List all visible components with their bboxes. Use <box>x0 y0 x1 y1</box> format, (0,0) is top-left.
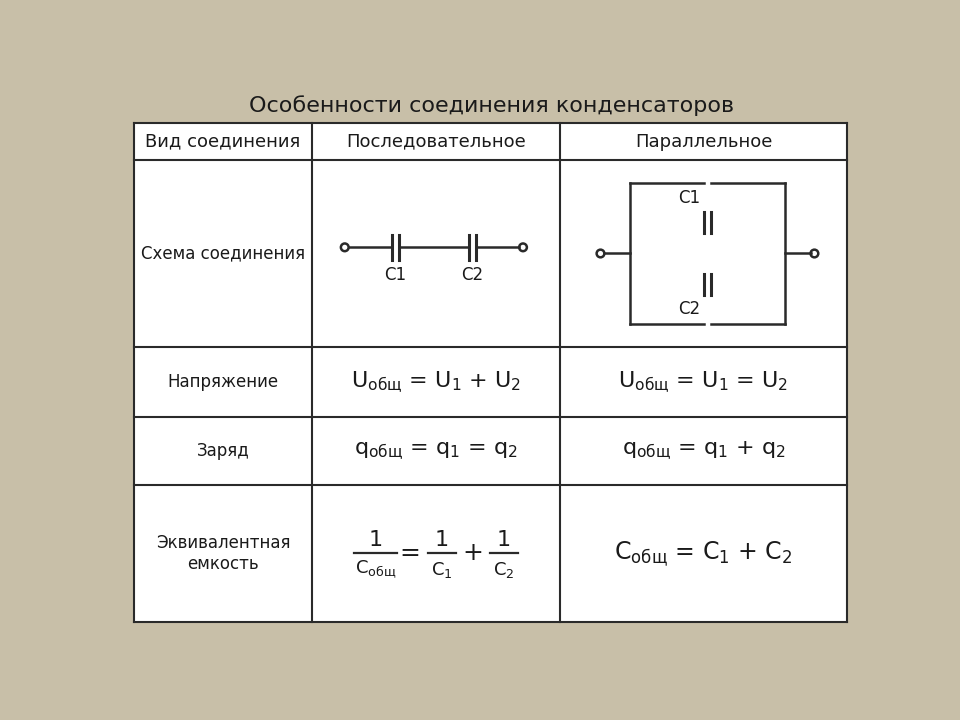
Text: $\mathregular{q}_{\mathregular{общ}}$ = $\mathregular{q}_\mathregular{1}$ = $\ma: $\mathregular{q}_{\mathregular{общ}}$ = … <box>354 441 518 462</box>
Bar <box>312 418 561 485</box>
Bar <box>312 346 561 418</box>
Bar <box>312 485 561 621</box>
Bar <box>134 418 312 485</box>
Bar <box>561 123 847 161</box>
Text: Напряжение: Напряжение <box>167 373 278 391</box>
Text: Последовательное: Последовательное <box>347 132 526 150</box>
Text: $\mathregular{C}_{\mathregular{общ}}$ = $\mathregular{C}_\mathregular{1}$ + $\ma: $\mathregular{C}_{\mathregular{общ}}$ = … <box>614 539 793 568</box>
Bar <box>561 161 847 346</box>
Text: Эквивалентная
емкость: Эквивалентная емкость <box>156 534 290 573</box>
Text: $\mathregular{U}_{\mathregular{общ}}$ = $\mathregular{U}_\mathregular{1}$ = $\ma: $\mathregular{U}_{\mathregular{общ}}$ = … <box>618 369 789 395</box>
Text: C2: C2 <box>462 266 484 284</box>
Text: +: + <box>462 541 483 565</box>
Bar <box>134 161 312 346</box>
Bar <box>561 418 847 485</box>
Text: Схема соединения: Схема соединения <box>141 245 305 263</box>
Bar <box>134 346 312 418</box>
Text: Параллельное: Параллельное <box>635 132 772 150</box>
Text: Вид соединения: Вид соединения <box>146 132 300 150</box>
Text: $\mathregular{C}_\mathregular{1}$: $\mathregular{C}_\mathregular{1}$ <box>431 559 452 580</box>
Text: 1: 1 <box>369 531 383 550</box>
Text: $\mathregular{C}_\mathregular{2}$: $\mathregular{C}_\mathregular{2}$ <box>492 559 515 580</box>
Text: Особенности соединения конденсаторов: Особенности соединения конденсаторов <box>250 95 734 116</box>
Text: Заряд: Заряд <box>197 442 250 460</box>
Text: $\mathregular{q}_{\mathregular{общ}}$ = $\mathregular{q}_\mathregular{1}$ + $\ma: $\mathregular{q}_{\mathregular{общ}}$ = … <box>622 441 785 462</box>
Text: =: = <box>399 541 420 565</box>
Text: 1: 1 <box>496 531 511 550</box>
Text: C2: C2 <box>678 300 700 318</box>
Text: C1: C1 <box>678 189 700 207</box>
Text: C1: C1 <box>384 266 406 284</box>
Bar <box>561 485 847 621</box>
Text: 1: 1 <box>435 531 448 550</box>
Bar <box>312 123 561 161</box>
Bar <box>134 123 312 161</box>
Text: $\mathregular{C}_{\mathregular{общ}}$: $\mathregular{C}_{\mathregular{общ}}$ <box>355 559 396 580</box>
Bar <box>561 346 847 418</box>
Text: $\mathregular{U}_{\mathregular{общ}}$ = $\mathregular{U}_\mathregular{1}$ + $\ma: $\mathregular{U}_{\mathregular{общ}}$ = … <box>351 369 521 395</box>
Bar <box>134 485 312 621</box>
Bar <box>312 161 561 346</box>
